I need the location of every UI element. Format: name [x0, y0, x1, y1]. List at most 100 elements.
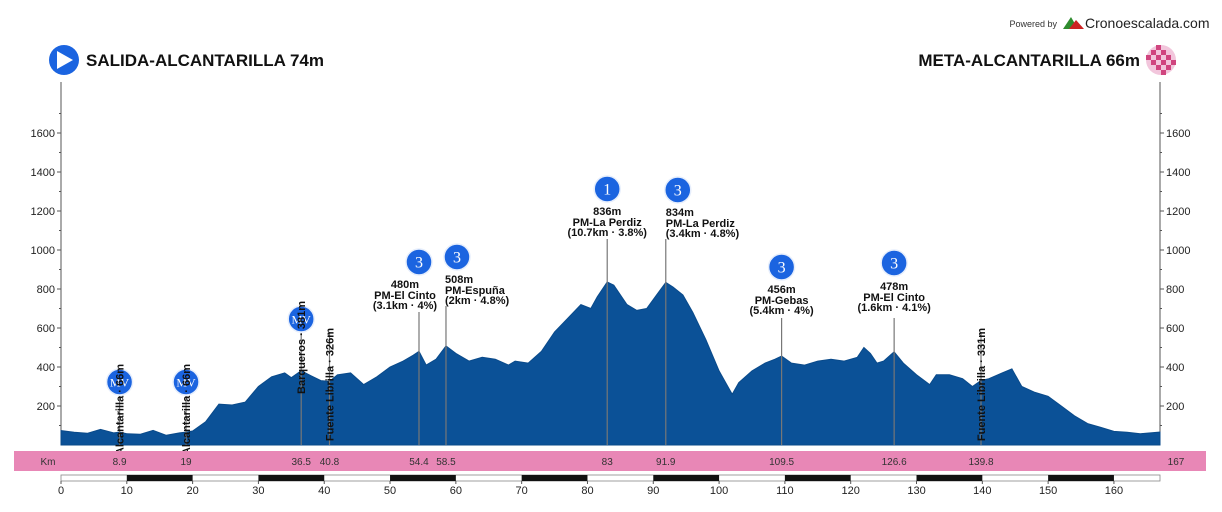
ruler-tick-label: 20: [186, 485, 198, 497]
climb-name: PM-La Perdiz: [573, 217, 643, 229]
mv-badge-icon: [287, 305, 315, 333]
waypoint-marker: Fuente Librilla · 326m: [324, 328, 336, 445]
climb-detail: (2km · 4.8%): [445, 295, 510, 307]
mountain-logo-icon: [1063, 17, 1084, 29]
category-badge-label: 1: [603, 182, 611, 199]
ruler-segment: [521, 475, 588, 481]
y-tick-label-right: 800: [1166, 284, 1184, 296]
chart-header: Powered by Cronoescalada.com SALIDA-ALCA…: [49, 15, 1210, 75]
y-tick-label-left: 1200: [31, 206, 55, 218]
km-band-value: 54.4: [409, 457, 429, 468]
y-tick-label-right: 1400: [1166, 167, 1190, 179]
climb-name: PM-El Cinto: [374, 290, 436, 302]
ruler-tick-label: 0: [58, 485, 64, 497]
waypoint-vertical-label: Alcantarilla · 66m: [181, 364, 193, 455]
category-badge-label: 3: [890, 256, 898, 273]
ruler-segment: [126, 475, 193, 481]
waypoint-vertical-label: Fuente Librilla · 326m: [324, 328, 336, 441]
ruler-tick-label: 70: [516, 485, 528, 497]
ruler-tick-label: 30: [252, 485, 264, 497]
ruler-segment: [916, 475, 983, 481]
mv-badge-label: MV: [110, 376, 130, 390]
category-badge-icon: [405, 248, 433, 276]
mv-badge-icon: [105, 368, 134, 396]
finish-flag-square: [1151, 50, 1156, 55]
brand-text[interactable]: Cronoescalada.com: [1085, 15, 1210, 31]
km-band-value: 40.8: [320, 457, 340, 468]
climb-name: PM-El Cinto: [863, 292, 925, 304]
waypoint-marker: Fuente Librilla · 331m: [976, 328, 988, 445]
waypoint-vertical-label: Alcantarilla · 66m: [115, 364, 127, 455]
ruler-tick-label: 110: [776, 485, 794, 497]
climb-detail: (10.7km · 3.8%): [567, 227, 647, 239]
ruler-tick-label: 40: [318, 485, 330, 497]
finish-flag-square: [1156, 65, 1161, 70]
climb-altitude: 456m: [768, 284, 796, 296]
profile-area: [60, 281, 1161, 446]
ruler-tick-label: 10: [121, 485, 133, 497]
km-band-value: 126.6: [882, 457, 907, 468]
km-band-bar: [14, 451, 1206, 471]
y-tick-label-left: 600: [37, 323, 55, 335]
ruler-segment: [653, 475, 720, 481]
finish-flag-square: [1151, 60, 1156, 65]
ruler-tick-label: 140: [973, 485, 991, 497]
climb-altitude: 478m: [880, 281, 908, 293]
km-band-value: 109.5: [769, 457, 794, 468]
y-tick-label-right: 400: [1166, 362, 1184, 374]
km-band-finish: 167: [1168, 457, 1185, 468]
km-band-value: 83: [602, 457, 614, 468]
chart-axes: 200 200 400 400 600 600 800 800 1000 1000 1200 1200…: [31, 82, 1190, 445]
waypoint-vertical-label: Fuente Librilla · 331m: [976, 328, 988, 441]
waypoint-vertical-label: Barqueros · 381m: [296, 301, 308, 394]
finish-flag-square: [1146, 55, 1151, 60]
climb-name: PM-La Perdiz: [666, 218, 736, 230]
category-badge-label: 3: [415, 255, 423, 272]
km-band-value: 36.5: [291, 457, 311, 468]
y-tick-label-right: 1600: [1166, 128, 1190, 140]
category-badge-icon: [767, 253, 796, 281]
ruler-segment: [1048, 475, 1114, 481]
climb-name: PM-Espuña: [445, 285, 506, 297]
km-band-axis-label: Km: [41, 457, 56, 468]
y-tick-label-right: 1000: [1166, 245, 1190, 257]
climb-altitude: 834m: [666, 207, 694, 219]
climb-detail: (3.1km · 4%): [373, 300, 438, 312]
y-tick-label-right: 200: [1166, 401, 1184, 413]
climb-name: PM-Gebas: [755, 295, 809, 307]
y-tick-label-left: 1600: [31, 128, 55, 140]
ruler-tick-label: 60: [450, 485, 462, 497]
y-tick-label-left: 1000: [31, 245, 55, 257]
powered-by-text: Powered by: [1009, 19, 1057, 29]
ruler-segment: [390, 475, 456, 481]
category-badge-label: 3: [674, 183, 682, 200]
climb-altitude: 836m: [593, 206, 621, 218]
mv-badge-label: MV: [176, 376, 196, 390]
category-badge-icon: [880, 249, 908, 277]
ruler-tick-label: 100: [710, 485, 728, 497]
km-band-value: 19: [180, 457, 192, 468]
finish-flag-square: [1161, 70, 1166, 75]
elevation-area: [60, 281, 1161, 446]
finish-flag-square: [1171, 60, 1176, 65]
climb-detail: (3.4km · 4.8%): [666, 228, 740, 240]
ruler-tick-label: 50: [384, 485, 396, 497]
y-tick-label-left: 400: [37, 362, 55, 374]
km-band-value: 139.8: [968, 457, 993, 468]
climb-altitude: 508m: [445, 274, 473, 286]
finish-label: META-ALCANTARILLA 66m: [918, 51, 1140, 70]
finish-flag-square: [1156, 45, 1161, 50]
ruler-segment: [784, 475, 851, 481]
ruler-tick-label: 160: [1105, 485, 1123, 497]
km-band: Km 8.9 19 36.5 40.8 54.4 58.5 83 91.9 109.5 126.6 1…: [14, 451, 1206, 471]
start-label: SALIDA-ALCANTARILLA 74m: [86, 51, 324, 70]
